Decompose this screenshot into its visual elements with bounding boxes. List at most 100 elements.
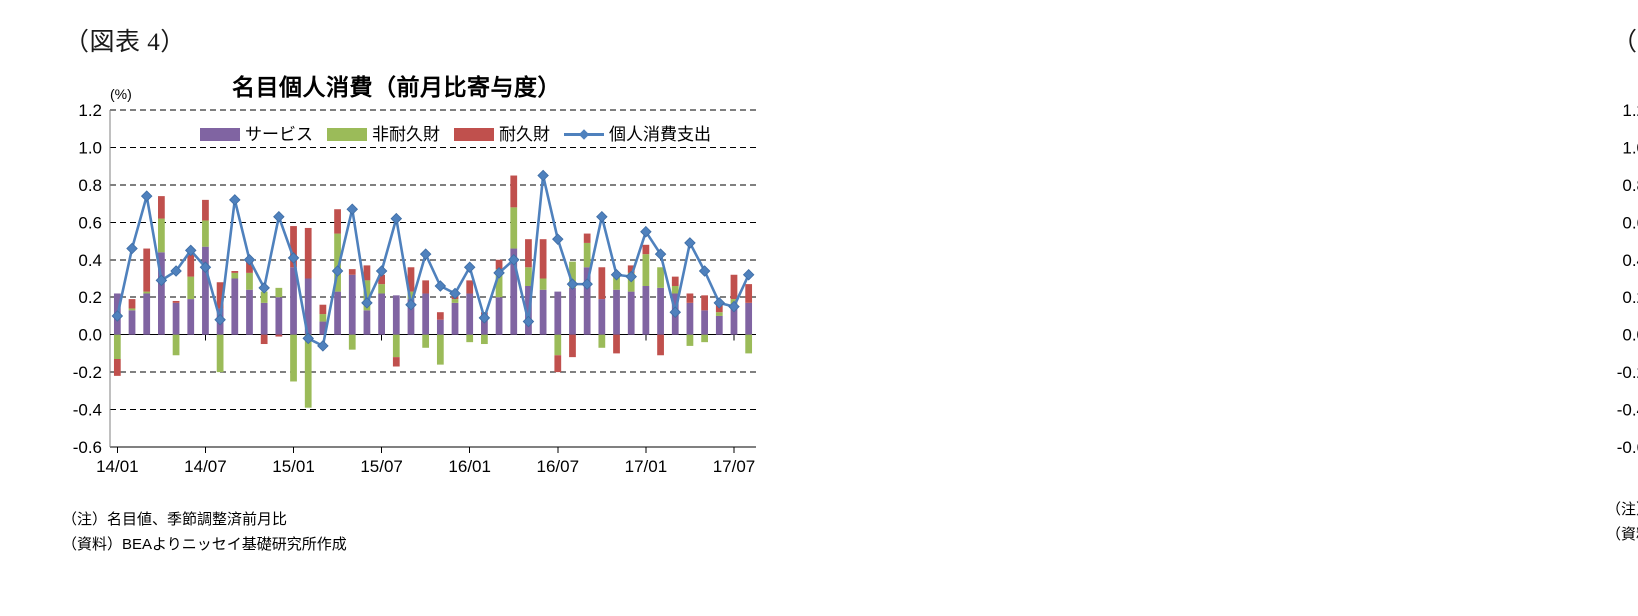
y-axis-tick-label: -0.6 [73, 438, 102, 457]
figure-4-title: 名目個人消費（前月比寄与度） [232, 74, 561, 100]
data-point-marker [654, 248, 667, 260]
bar-segment [378, 293, 385, 335]
figure-4-label: （図表 4） [64, 29, 186, 56]
legend-item[interactable]: 個人消費支出 [564, 125, 711, 144]
bar-segment [569, 334, 576, 358]
y-axis-tick-label: -0.6 [1617, 438, 1638, 457]
legend-item[interactable]: 非耐久財 [327, 125, 440, 144]
bar-segment [525, 267, 532, 286]
bar-segment [495, 269, 503, 298]
y-axis-tick-label: -0.2 [73, 363, 102, 382]
figure-5-plot: 1.21.00.80.60.40.20.0-0.2-0.4-0.614/0114… [1606, 96, 1638, 491]
bar-segment [128, 310, 136, 335]
y-axis-tick-label: 0.8 [78, 176, 102, 195]
bar-segment [363, 265, 371, 281]
bar-segment [745, 284, 753, 303]
bar-segment [627, 291, 635, 335]
data-point-marker [742, 268, 755, 281]
bar-segment [481, 334, 488, 345]
data-point-marker [140, 190, 153, 202]
bar-segment [143, 291, 151, 294]
bar-segment [260, 302, 268, 335]
data-point-marker [111, 310, 124, 322]
bar-segment [319, 321, 327, 335]
bar-segment [701, 334, 708, 343]
bar-segment [451, 302, 459, 335]
data-point-marker [405, 298, 417, 311]
y-axis-tick-label: 0.2 [78, 288, 102, 307]
bar-segment [569, 261, 576, 288]
bar-segment [701, 295, 708, 311]
bar-segment [113, 359, 121, 376]
bar-segment [730, 274, 738, 300]
bar-segment [583, 267, 591, 335]
legend-item[interactable]: 耐久財 [454, 125, 550, 144]
bar-segment [554, 291, 562, 335]
bar-segment [246, 259, 253, 273]
bar-segment [172, 302, 180, 335]
data-point-marker [713, 297, 726, 309]
bar-segment [613, 289, 620, 335]
bar-segment [158, 196, 165, 219]
bar-segment [304, 334, 312, 408]
bar-segment [216, 334, 224, 373]
bar-segment [231, 278, 239, 335]
x-axis-tick-label: 16/07 [537, 457, 580, 476]
figure-4-note: （注）名目値、季節調整済前月比 [62, 511, 288, 528]
bar-segment [158, 252, 165, 335]
bar-segment [613, 334, 620, 354]
bar-segment [627, 265, 635, 273]
bar-segment [246, 289, 253, 335]
x-axis-tick-label: 14/07 [184, 457, 227, 476]
legend-swatch [327, 128, 367, 141]
x-axis-tick-label: 15/07 [360, 457, 403, 476]
bar-segment [290, 226, 297, 268]
bar-segment [392, 357, 400, 367]
data-point-marker [640, 225, 652, 238]
legend-item[interactable]: サービス [200, 125, 313, 144]
y-axis-tick-label: 0.8 [1622, 176, 1638, 195]
data-point-marker [669, 306, 682, 318]
y-axis-tick-label: 0.6 [1622, 213, 1638, 232]
data-point-marker [361, 297, 373, 309]
bar-segment [539, 289, 547, 335]
bar-segment [495, 297, 503, 335]
bar-segment [304, 227, 312, 279]
bar-segment [436, 312, 444, 320]
bar-segment [657, 334, 664, 356]
bar-segment [348, 334, 356, 350]
y-axis-tick-label: 1.2 [78, 101, 102, 120]
bar-segment [583, 242, 591, 268]
bar-segment [686, 302, 694, 335]
bar-segment [686, 334, 694, 346]
data-point-marker [243, 254, 256, 266]
bar-segment [334, 291, 341, 335]
bar-segment [392, 334, 400, 358]
bar-segment [686, 293, 694, 303]
data-point-marker [155, 274, 168, 287]
y-axis-tick-label: 0.4 [1622, 251, 1638, 270]
bar-segment [187, 299, 195, 335]
data-point-marker [375, 265, 388, 277]
figure-4-source: （資料）BEAよりニッセイ基礎研究所作成 [62, 536, 347, 553]
y-axis-tick-label: -0.2 [1617, 363, 1638, 382]
data-point-marker [728, 300, 740, 313]
bar-segment [715, 312, 723, 316]
bar-segment [275, 334, 283, 337]
bar-segment [172, 300, 180, 303]
legend-swatch [454, 128, 494, 141]
bar-segment [202, 220, 209, 247]
data-point-marker [698, 265, 711, 277]
data-point-marker [552, 233, 564, 245]
bar-segment [158, 218, 165, 253]
bar-segment [231, 272, 239, 279]
bar-segment [216, 282, 224, 309]
bar-segment [363, 310, 371, 335]
bar-segment [598, 267, 606, 300]
bar-segment [642, 285, 650, 335]
data-point-marker [596, 210, 608, 223]
bar-segment [466, 280, 474, 294]
legend-label: 耐久財 [499, 125, 550, 144]
figure-4-plot: 1.2 1.0 0.8 0.6 0.4 0.2 0.0 -0.2 -0.4 -0.6 14/01 14… [62, 96, 762, 491]
bar-segment [730, 304, 738, 335]
